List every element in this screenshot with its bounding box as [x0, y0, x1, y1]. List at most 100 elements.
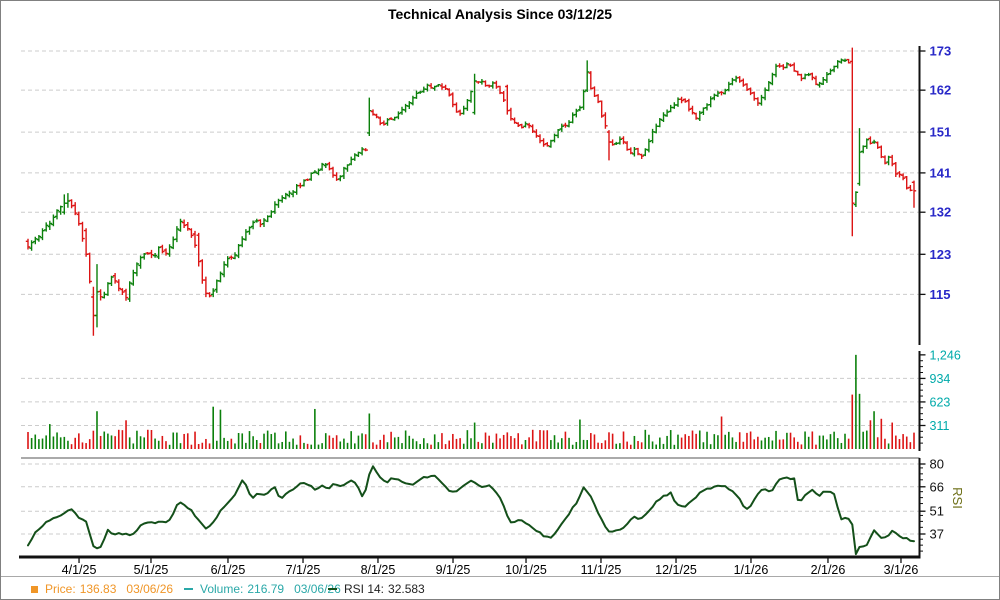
ohlc-bar — [152, 253, 158, 258]
legend-rsi-value: 32.583 — [388, 582, 425, 596]
price-tick-label: 173 — [930, 44, 952, 59]
ohlc-bar — [868, 136, 873, 145]
ohlc-bar — [603, 112, 608, 129]
ohlc-bar — [36, 235, 42, 242]
ohlc-bar — [385, 118, 390, 126]
ohlc-bar — [120, 288, 125, 295]
ohlc-bar — [857, 128, 862, 186]
month-tick-label: 10/1/25 — [505, 563, 547, 577]
ohlc-bar — [879, 145, 884, 159]
ohlc-bar — [555, 129, 561, 139]
ohlc-bar — [167, 244, 172, 257]
ohlc-bar — [109, 275, 114, 286]
ohlc-bar — [784, 62, 790, 69]
ohlc-bar — [363, 148, 368, 152]
ohlc-bar — [472, 73, 477, 115]
ohlc-bar — [755, 97, 761, 106]
month-tick-label: 3/1/26 — [884, 563, 919, 577]
ohlc-bar — [599, 100, 604, 118]
ohlc-bar — [131, 269, 136, 286]
volume-tick-label: 1,246 — [930, 348, 961, 362]
ohlc-bar — [853, 191, 859, 207]
month-tick-label: 2/1/26 — [811, 563, 846, 577]
ohlc-bar — [378, 116, 383, 126]
ohlc-bar — [454, 102, 459, 113]
ohlc-bar — [610, 139, 615, 146]
ohlc-bar — [893, 162, 898, 177]
ohlc-bar — [545, 142, 550, 147]
ohlc-bar — [523, 121, 528, 128]
ohlc-bar — [301, 179, 307, 187]
ohlc-bar — [123, 288, 129, 301]
ohlc-bar — [621, 136, 626, 145]
ohlc-bar — [457, 109, 463, 116]
ohlc-bar — [323, 163, 328, 168]
month-tick-label: 11/1/25 — [581, 563, 622, 577]
price-tick-label: 151 — [930, 125, 952, 140]
ohlc-bar — [443, 84, 448, 90]
ohlc-bar — [367, 97, 372, 136]
footer-divider — [1, 576, 999, 577]
ohlc-bar — [577, 105, 583, 112]
ohlc-bar — [47, 220, 52, 230]
ohlc-bar — [679, 96, 684, 104]
ohlc-bar — [112, 273, 118, 284]
ohlc-bar — [730, 77, 735, 86]
rsi-swatch-icon — [328, 588, 337, 590]
ohlc-bar — [512, 117, 517, 124]
ohlc-bar — [559, 123, 564, 132]
ohlc-bar — [142, 253, 147, 260]
ohlc-bar — [283, 192, 288, 200]
month-tick-label: 6/1/25 — [211, 563, 246, 577]
ohlc-bar — [51, 214, 56, 227]
ohlc-bar — [759, 94, 764, 106]
ohlc-bar — [436, 84, 441, 87]
ohlc-bar — [44, 222, 49, 232]
month-tick-label: 12/1/25 — [655, 563, 697, 577]
ohlc-bar — [134, 262, 140, 277]
ohlc-bar — [635, 147, 641, 156]
ohlc-bar — [236, 244, 241, 259]
legend-volume-value: 216.79 — [247, 582, 285, 596]
rsi-tick-label: 51 — [930, 504, 944, 519]
ohlc-bar — [250, 220, 256, 230]
ohlc-bar — [33, 236, 38, 245]
ohlc-bar — [160, 244, 165, 254]
ohlc-bar — [806, 72, 811, 77]
ohlc-bar — [229, 255, 234, 260]
ohlc-bar — [824, 72, 830, 83]
ohlc-bar — [683, 98, 688, 103]
rsi-tick-label: 37 — [930, 526, 944, 541]
ohlc-bar — [799, 73, 804, 82]
ohlc-bar — [327, 161, 332, 171]
ohlc-bar — [94, 264, 100, 328]
ohlc-bar — [290, 190, 296, 198]
month-tick-label: 7/1/25 — [286, 563, 321, 577]
ohlc-bar — [850, 47, 855, 237]
volume-pane — [27, 354, 915, 449]
ohlc-bar — [116, 279, 121, 292]
ohlc-bar — [240, 236, 245, 248]
volume-tick-label: 934 — [930, 372, 951, 386]
ohlc-bar — [83, 228, 89, 257]
ohlc-bar — [715, 90, 721, 97]
price-tick-label: 132 — [930, 205, 952, 220]
ohlc-bar — [381, 120, 387, 126]
ohlc-bar — [668, 104, 673, 113]
ohlc-bar — [628, 147, 633, 155]
ohlc-bar — [530, 124, 535, 133]
month-tick-label: 8/1/25 — [361, 563, 396, 577]
ohlc-bar — [701, 107, 706, 115]
ohlc-bar — [744, 83, 750, 91]
ohlc-bar — [58, 205, 63, 215]
legend-item-volume: Volume: 216.79 03/06/26 — [184, 581, 341, 597]
ohlc-bar — [149, 249, 154, 259]
ohlc-bar — [566, 120, 572, 128]
ohlc-bar — [501, 91, 506, 102]
ohlc-bar — [900, 173, 906, 181]
volume-tick-label: 311 — [930, 419, 950, 433]
ohlc-bar — [414, 90, 419, 99]
ohlc-bar — [697, 110, 702, 121]
